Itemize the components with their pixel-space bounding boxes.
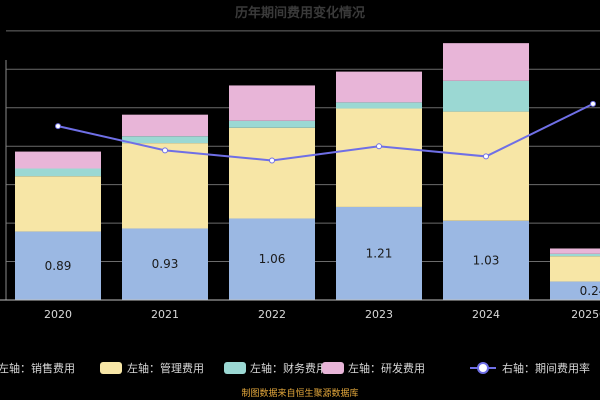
bar-2024-series-3 <box>443 43 529 81</box>
x-tick-2021: 2021 <box>151 308 179 321</box>
bar-2022-series-1 <box>229 127 315 219</box>
bar-2024-series-0 <box>443 220 529 300</box>
bar-2021-series-1 <box>122 143 208 229</box>
legend-label-0: 左轴：销售费用 <box>0 361 75 375</box>
ratio-point-2023 <box>376 143 382 150</box>
bar-2024-series-1 <box>443 111 529 221</box>
data-label-2022: 1.06 <box>259 252 286 266</box>
bar-2025Q1-series-3 <box>550 248 600 254</box>
data-label-2020: 0.89 <box>45 259 72 273</box>
x-tick-2024: 2024 <box>472 308 500 321</box>
data-label-2025Q1: 0.24 <box>580 284 600 298</box>
legend-swatch-1 <box>100 362 122 374</box>
data-label-2023: 1.21 <box>366 246 393 260</box>
legend-label-line: 右轴：期间费用率 <box>502 361 590 375</box>
legend-swatch-2 <box>224 362 246 374</box>
bar-2023-series-2 <box>336 102 422 109</box>
bar-2022-series-2 <box>229 120 315 128</box>
bar-2025Q1-series-1 <box>550 256 600 282</box>
bar-2023-series-0 <box>336 206 422 300</box>
bar-2025Q1-series-0 <box>550 281 600 300</box>
ratio-point-2021 <box>162 147 168 154</box>
legend-label-2: 左轴：财务费用 <box>250 361 327 375</box>
bar-2021-series-2 <box>122 136 208 144</box>
bar-2020-series-1 <box>15 176 101 232</box>
data-labels: 0.89 0.93 1.06 1.21 1.03 0.24 <box>45 246 600 297</box>
data-label-2021: 0.93 <box>152 257 179 271</box>
bar-2025Q1-series-2 <box>550 253 600 257</box>
bar-2021-series-3 <box>122 114 208 137</box>
bar-2023-series-3 <box>336 71 422 103</box>
bar-2020-series-3 <box>15 151 101 169</box>
source-note: 制图数据来自恒生聚源数据库 <box>241 387 358 399</box>
bar-2020-series-0 <box>15 231 101 300</box>
x-tick-2022: 2022 <box>258 308 286 321</box>
ratio-line-path <box>57 102 594 162</box>
x-axis: 2020 2021 2022 2023 2024 2025Q1 <box>0 299 600 321</box>
x-tick-2025Q1: 2025Q1 <box>571 308 600 321</box>
bar-2021-series-0 <box>122 228 208 300</box>
legend-line-marker <box>477 362 489 374</box>
bar-2020-series-2 <box>15 168 101 177</box>
legend-label-3: 左轴：研发费用 <box>348 361 425 375</box>
legend-label-1: 左轴：管理费用 <box>127 361 204 375</box>
x-tick-2020: 2020 <box>44 308 72 321</box>
bar-2022-series-0 <box>229 218 315 300</box>
bar-2023-series-1 <box>336 108 422 207</box>
ratio-point-2020 <box>55 123 61 130</box>
bar-2022-series-3 <box>229 85 315 121</box>
bar-2024-series-2 <box>443 80 529 112</box>
legend: 左轴：销售费用 左轴：管理费用 左轴：财务费用 左轴：研发费用 右轴：期间费用率 <box>0 361 590 375</box>
bars <box>15 43 600 300</box>
x-tick-2023: 2023 <box>365 308 393 321</box>
legend-swatch-3 <box>322 362 344 374</box>
ratio-point-2025Q1 <box>590 100 596 107</box>
data-label-2024: 1.03 <box>473 253 500 267</box>
ratio-point-2022 <box>269 157 275 164</box>
ratio-line <box>55 100 596 164</box>
ratio-point-2024 <box>483 153 489 160</box>
chart-title: 历年期间费用变化情况 <box>235 5 365 21</box>
